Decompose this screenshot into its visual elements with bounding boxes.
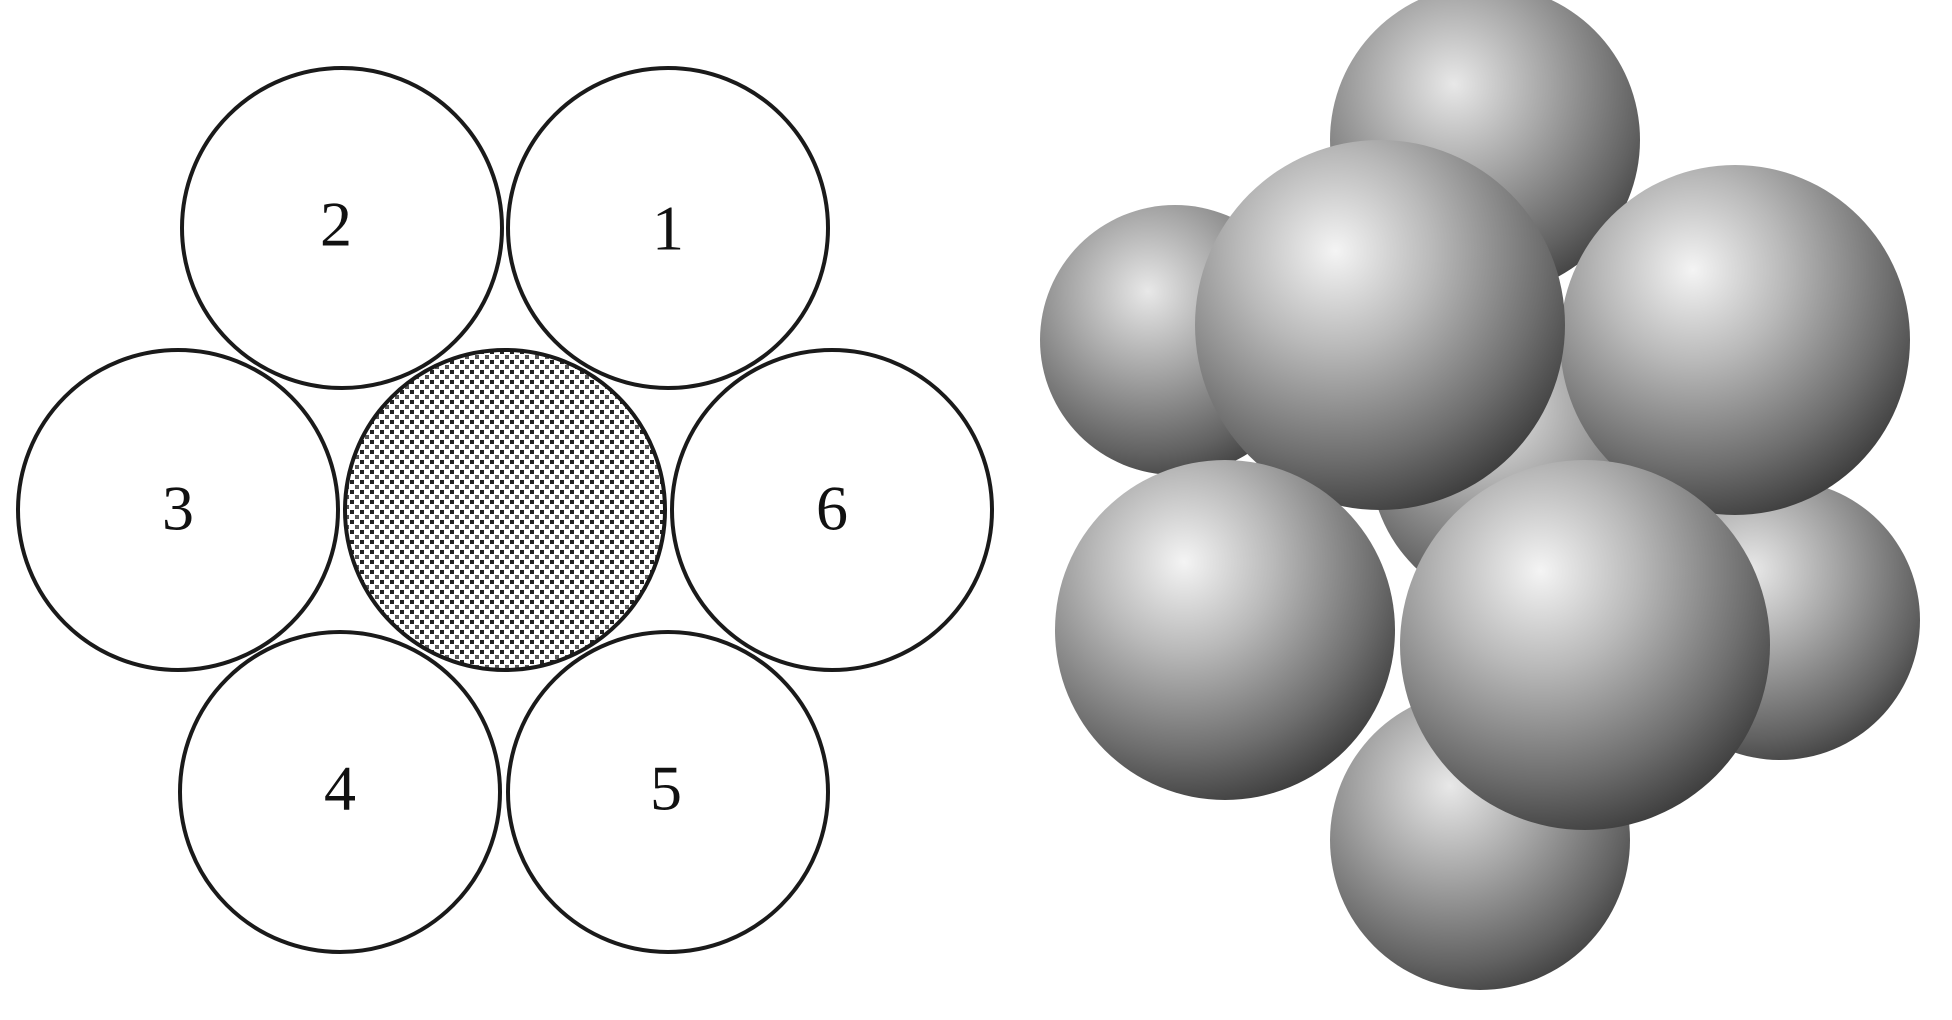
outer-circle-1: 1	[508, 68, 828, 388]
sphere-lower-center	[1400, 460, 1770, 830]
circle-label-3: 3	[162, 473, 194, 544]
sphere-lower-left	[1055, 460, 1395, 800]
outer-circle-3: 3	[18, 350, 338, 670]
center-circle-hatched	[345, 350, 665, 670]
circle-label-5: 5	[650, 753, 682, 824]
circle-label-6: 6	[816, 473, 848, 544]
packing-layer-diagram: 1 2 3 4 5 6	[18, 68, 992, 952]
outer-circle-4: 4	[180, 632, 500, 952]
close-packed-sphere-cluster	[1040, 0, 1920, 990]
sphere-upper-center	[1195, 140, 1565, 510]
outer-circle-6: 6	[672, 350, 992, 670]
outer-circle-5: 5	[508, 632, 828, 952]
circle-label-2: 2	[320, 189, 352, 260]
circle-label-1: 1	[652, 193, 684, 264]
circle-label-4: 4	[324, 753, 356, 824]
outer-circle-2: 2	[182, 68, 502, 388]
